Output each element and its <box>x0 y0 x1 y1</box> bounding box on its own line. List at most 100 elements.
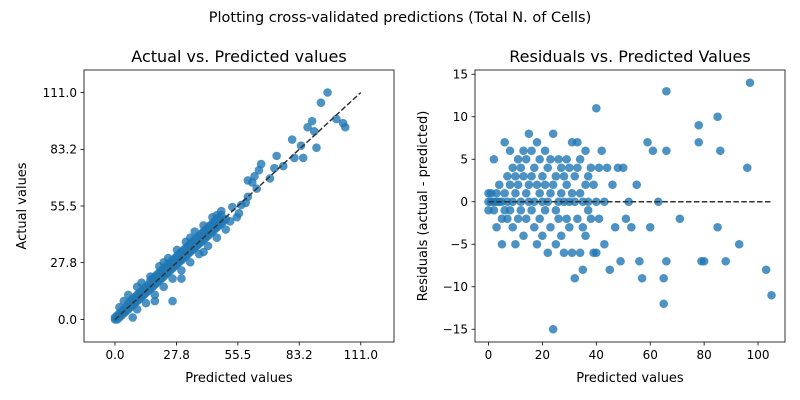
data-point <box>303 122 312 132</box>
data-point <box>530 222 539 232</box>
data-point <box>592 103 601 113</box>
data-point <box>559 171 569 181</box>
data-point <box>559 248 569 258</box>
data-point <box>177 274 186 283</box>
data-point <box>500 188 509 198</box>
data-point <box>543 248 553 258</box>
data-point <box>548 129 558 139</box>
data-point <box>265 174 275 183</box>
data-point <box>228 202 237 212</box>
data-point <box>562 214 571 224</box>
data-point <box>540 146 550 156</box>
data-point <box>225 217 235 226</box>
data-point <box>150 296 160 306</box>
y-tick-label: 27.8 <box>50 256 77 270</box>
data-point <box>767 290 776 300</box>
data-point <box>508 222 518 232</box>
data-point <box>556 231 566 241</box>
data-point <box>503 171 512 181</box>
data-point <box>548 180 558 190</box>
data-point <box>616 256 625 266</box>
data-point <box>256 159 266 169</box>
data-point <box>546 222 555 232</box>
data-point <box>532 239 542 249</box>
data-point <box>532 180 542 190</box>
data-point <box>521 154 531 164</box>
data-point <box>185 233 195 242</box>
data-point <box>540 205 550 215</box>
data-point <box>199 247 208 257</box>
data-point <box>527 171 536 181</box>
data-point <box>123 290 133 300</box>
data-point <box>177 266 186 275</box>
data-point <box>694 137 704 147</box>
data-point <box>600 239 609 249</box>
data-point <box>524 180 534 190</box>
data-point <box>554 214 563 224</box>
data-point <box>527 146 536 156</box>
data-point <box>511 239 520 249</box>
data-point <box>618 163 628 173</box>
data-point <box>573 137 582 147</box>
data-point <box>516 163 526 173</box>
data-point <box>141 298 151 308</box>
x-axis-label: Predicted values <box>576 371 684 386</box>
data-point <box>132 304 142 314</box>
data-point <box>594 214 604 224</box>
data-point <box>742 163 752 173</box>
data-point <box>511 188 520 198</box>
data-point <box>761 265 771 275</box>
data-point <box>497 239 507 249</box>
data-point <box>150 290 160 300</box>
x-tick-label: 27.8 <box>163 348 190 362</box>
data-point <box>694 120 704 130</box>
data-point <box>624 197 633 207</box>
data-point <box>562 180 571 190</box>
data-point <box>716 146 725 156</box>
data-point <box>250 172 259 181</box>
data-point <box>234 208 244 218</box>
data-point <box>581 146 590 156</box>
data-point <box>503 214 512 224</box>
y-tick-label: −5 <box>450 238 468 252</box>
data-point <box>513 180 523 190</box>
data-point <box>272 151 281 161</box>
data-point <box>146 272 155 281</box>
data-point <box>159 257 169 267</box>
data-point <box>516 205 526 215</box>
data-point <box>538 171 547 181</box>
data-point <box>519 171 528 181</box>
data-point <box>494 180 504 190</box>
y-tick-label: 111.0 <box>43 86 77 100</box>
reference-line <box>114 91 362 321</box>
figure-suptitle: Plotting cross-validated predictions (To… <box>209 10 592 26</box>
data-point <box>575 248 585 258</box>
data-point <box>659 273 668 283</box>
data-point <box>521 188 531 198</box>
data-point <box>662 146 671 156</box>
y-tick-label: 0 <box>460 195 468 209</box>
data-point <box>578 222 588 232</box>
data-point <box>567 248 577 258</box>
data-point <box>586 214 596 224</box>
y-tick-label: 83.2 <box>50 143 77 157</box>
data-point <box>290 153 299 163</box>
data-point <box>662 256 671 266</box>
x-tick-label: 60 <box>643 348 658 362</box>
data-point <box>505 146 515 156</box>
y-axis-label: Actual values <box>15 162 30 249</box>
data-point <box>298 153 308 163</box>
data-point <box>489 205 499 215</box>
data-point <box>662 86 671 96</box>
data-point <box>492 188 501 198</box>
data-point <box>530 197 539 207</box>
x-axis-label: Predicted values <box>185 371 293 386</box>
data-point <box>513 154 523 164</box>
data-point <box>570 171 580 181</box>
x-tick-label: 20 <box>535 348 550 362</box>
data-point <box>699 256 709 266</box>
data-point <box>570 273 580 283</box>
data-point <box>621 214 631 224</box>
data-point <box>575 154 585 164</box>
data-point <box>527 205 536 215</box>
